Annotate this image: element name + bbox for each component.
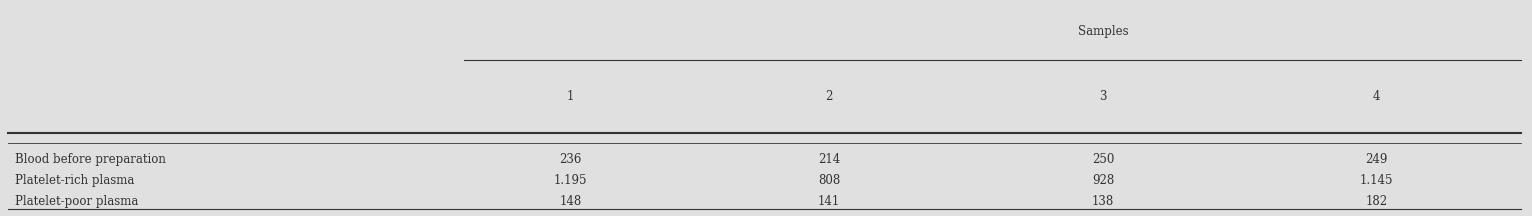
Text: 1: 1 xyxy=(567,90,574,103)
Text: Platelet-poor plasma: Platelet-poor plasma xyxy=(15,195,138,208)
Text: 141: 141 xyxy=(818,195,840,208)
Text: Platelet-rich plasma: Platelet-rich plasma xyxy=(15,174,135,187)
Text: 2: 2 xyxy=(826,90,833,103)
Text: 138: 138 xyxy=(1092,195,1114,208)
Text: 3: 3 xyxy=(1100,90,1106,103)
Text: 214: 214 xyxy=(818,153,840,166)
Text: Blood before preparation: Blood before preparation xyxy=(15,153,165,166)
Text: 1.195: 1.195 xyxy=(553,174,587,187)
Text: 148: 148 xyxy=(559,195,582,208)
Text: 808: 808 xyxy=(818,174,840,187)
Text: 182: 182 xyxy=(1365,195,1388,208)
Text: 250: 250 xyxy=(1092,153,1114,166)
Text: 4: 4 xyxy=(1373,90,1380,103)
Text: Samples: Samples xyxy=(1077,25,1128,38)
Text: 1.145: 1.145 xyxy=(1360,174,1394,187)
Text: 928: 928 xyxy=(1092,174,1114,187)
Text: 249: 249 xyxy=(1365,153,1388,166)
Text: 236: 236 xyxy=(559,153,582,166)
